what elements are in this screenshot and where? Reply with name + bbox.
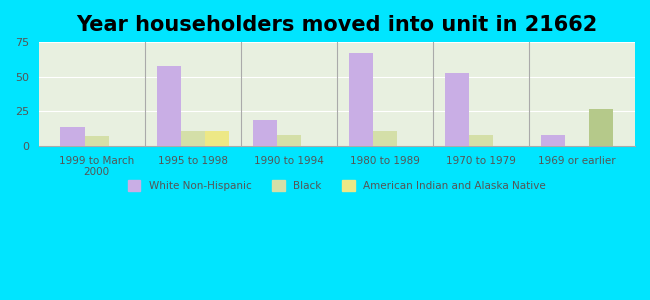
- Bar: [181, 131, 205, 146]
- Bar: [469, 135, 493, 146]
- Bar: [373, 131, 397, 146]
- Bar: [157, 66, 181, 146]
- Bar: [277, 135, 301, 146]
- Bar: [84, 136, 109, 146]
- Bar: [590, 109, 614, 146]
- Bar: [253, 120, 277, 146]
- Bar: [445, 73, 469, 146]
- Bar: [541, 135, 566, 146]
- Bar: [60, 127, 84, 146]
- Bar: [349, 53, 373, 146]
- Legend: White Non-Hispanic, Black, American Indian and Alaska Native: White Non-Hispanic, Black, American Indi…: [124, 176, 550, 195]
- Bar: [205, 131, 229, 146]
- Title: Year householders moved into unit in 21662: Year householders moved into unit in 216…: [76, 15, 597, 35]
